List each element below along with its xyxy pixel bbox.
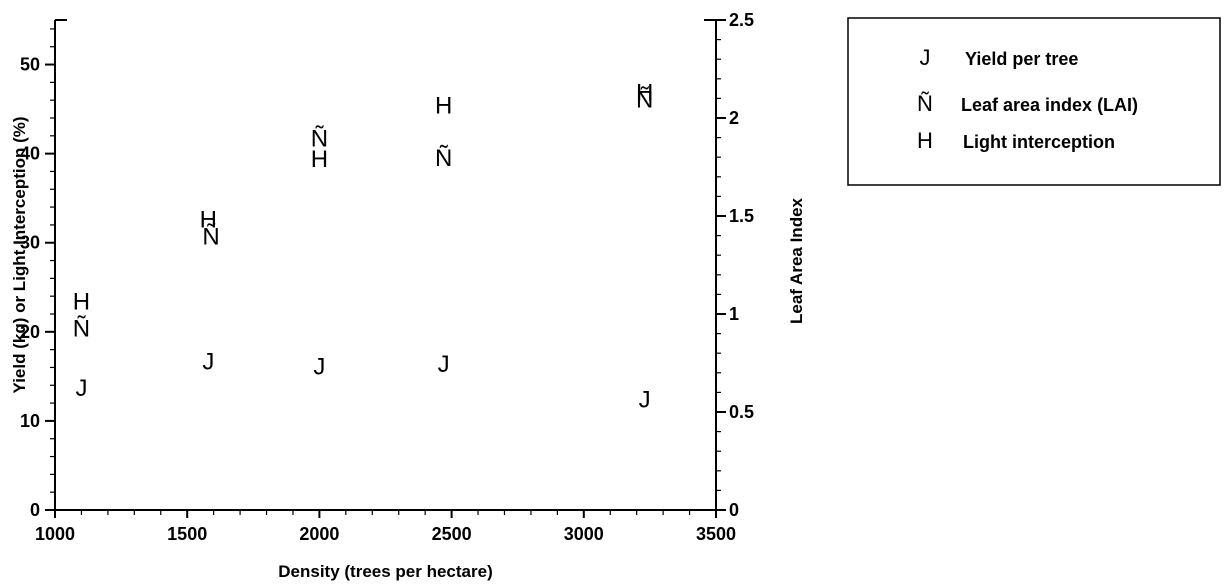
x-tick-label: 1000 bbox=[35, 524, 75, 544]
y-tick-label: 20 bbox=[20, 322, 40, 342]
series-2-point: H bbox=[311, 146, 328, 173]
y2-tick-label: 2.5 bbox=[729, 10, 754, 30]
series-1-point: Ñ bbox=[435, 145, 452, 172]
legend-label: Light interception bbox=[963, 132, 1115, 152]
series-2-point: H bbox=[200, 207, 217, 234]
y2-tick-label: 1 bbox=[729, 304, 739, 324]
series-1-point: Ñ bbox=[636, 86, 653, 113]
legend-marker: J bbox=[920, 45, 931, 70]
x-axis-title: Density (trees per hectare) bbox=[278, 562, 492, 581]
series-2-point: H bbox=[73, 289, 90, 316]
series-2-point: H bbox=[435, 93, 452, 120]
series-0-point: J bbox=[75, 375, 87, 402]
y2-tick-label: 0.5 bbox=[729, 402, 754, 422]
x-tick-label: 3500 bbox=[696, 524, 736, 544]
series-0-point: J bbox=[639, 387, 651, 414]
y2-axis-title: Leaf Area Index bbox=[787, 197, 806, 324]
legend-marker: Ñ bbox=[917, 91, 933, 116]
axes: 1000 1500 2000 2500 3000 3500 0 10 20 30 40 50 0 0.5 1… bbox=[20, 10, 754, 544]
x-tick-label: 1500 bbox=[167, 524, 207, 544]
legend-marker: H bbox=[917, 128, 933, 153]
y-tick-label: 30 bbox=[20, 233, 40, 253]
y2-tick-label: 0 bbox=[729, 500, 739, 520]
legend-label: Leaf area index (LAI) bbox=[961, 95, 1138, 115]
legend-box bbox=[847, 17, 1221, 186]
y-tick-label: 10 bbox=[20, 411, 40, 431]
x-tick-label: 3000 bbox=[564, 524, 604, 544]
y2-tick-label: 1.5 bbox=[729, 206, 754, 226]
y-tick-label: 40 bbox=[20, 144, 40, 164]
series-0-point: J bbox=[313, 354, 325, 381]
legend: J Yield per tree Ñ Leaf area index (LAI) H Li… bbox=[847, 17, 1221, 186]
y-axis-title: Yield (kg) or Light Interception (%) bbox=[10, 116, 29, 393]
series-1-point: Ñ bbox=[73, 316, 90, 343]
x-tick-label: 2500 bbox=[432, 524, 472, 544]
series-1-point: Ñ bbox=[311, 126, 328, 153]
series-0-point: J bbox=[202, 348, 214, 375]
series-0-point: J bbox=[438, 351, 450, 378]
series-1-point: Ñ bbox=[202, 224, 219, 251]
y-tick-label: 0 bbox=[30, 500, 40, 520]
y-tick-label: 50 bbox=[20, 55, 40, 75]
y2-tick-label: 2 bbox=[729, 108, 739, 128]
x-tick-label: 2000 bbox=[299, 524, 339, 544]
legend-label: Yield per tree bbox=[965, 49, 1078, 69]
series-2-point: H bbox=[636, 79, 653, 106]
